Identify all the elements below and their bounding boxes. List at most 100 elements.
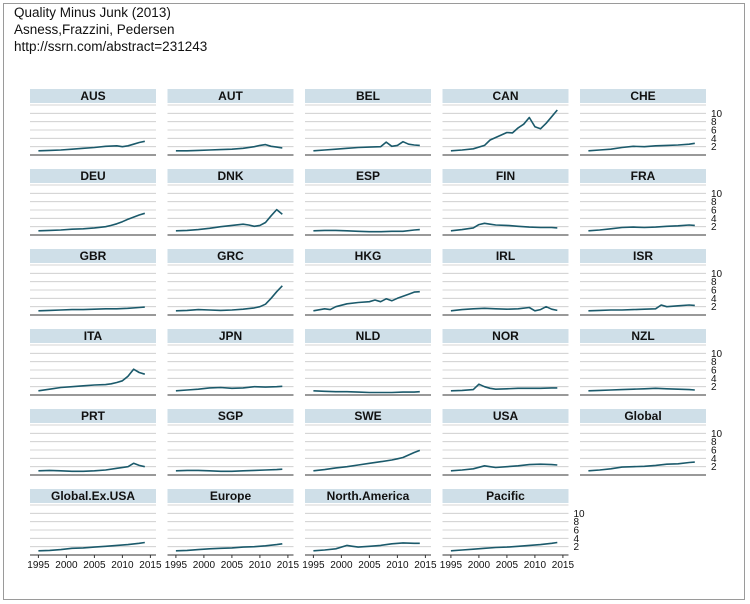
series-line-pacific [450,541,558,552]
y-tick-label: 6 [711,286,717,297]
x-tick-label: 2000 [468,560,491,571]
figure-title: Quality Minus Junk (2013) [14,5,171,20]
strip-bel [305,89,431,103]
strip-irl [442,249,569,263]
strip-label-fra: FRA [631,169,656,183]
strip-label-global-ex-usa: Global.Ex.USA [51,489,135,503]
y-tick-label: 8 [711,197,717,208]
strip-label-europe: Europe [210,489,252,503]
y-tick-label: 6 [711,446,717,457]
strip-label-che: CHE [630,89,655,103]
strip-can [442,89,569,103]
y-tick-label: 2 [574,542,580,553]
strip-aus [30,89,156,103]
y-tick-label: 8 [711,117,717,128]
strip-label-north-america: North.America [327,489,410,503]
y-tick-label: 6 [711,126,717,137]
x-tick-label: 2015 [552,560,575,571]
strip-label-aus: AUS [80,89,105,103]
strip-label-can: CAN [493,89,519,103]
strip-global-ex-usa [30,489,156,503]
series-line-aus [38,140,145,152]
series-line-swe [313,449,421,472]
x-tick-label: 2015 [414,560,437,571]
y-tick-label: 6 [711,366,717,377]
strip-label-pacific: Pacific [486,489,525,503]
x-tick-label: 2005 [221,560,244,571]
y-tick-label: 10 [711,189,723,200]
series-line-fra [588,224,695,232]
strip-deu [30,169,156,183]
y-tick-label: 10 [711,349,723,360]
y-tick-label: 4 [711,294,717,305]
strip-prt [30,409,156,423]
x-tick-label: 2010 [386,560,409,571]
strip-label-global: Global [624,409,661,423]
x-tick-label: 1995 [440,560,463,571]
strip-gbr [30,249,156,263]
series-line-europe [175,543,283,552]
strip-label-jpn: JPN [219,329,242,343]
strip-jpn [167,329,294,343]
y-tick-label: 2 [711,302,717,313]
series-line-grc [175,285,283,312]
strip-label-nld: NLD [356,329,381,343]
series-line-gbr [38,306,145,312]
strip-fra [580,169,706,183]
x-tick-label: 1995 [165,560,188,571]
strip-label-ita: ITA [84,329,103,343]
strip-hkg [305,249,431,263]
x-tick-label: 1995 [27,560,50,571]
y-tick-label: 10 [711,269,723,280]
strip-label-sgp: SGP [218,409,243,423]
y-tick-label: 4 [711,134,717,145]
strip-label-dnk: DNK [218,169,244,183]
x-tick-label: 2005 [496,560,519,571]
series-line-nld [313,390,420,394]
y-tick-label: 4 [711,454,717,465]
strip-ita [30,329,156,343]
series-line-prt [38,462,145,473]
strip-aut [167,89,294,103]
x-tick-label: 2010 [524,560,547,571]
strip-label-prt: PRT [81,409,106,423]
x-tick-label: 2005 [83,560,106,571]
y-tick-label: 4 [574,534,580,545]
strip-label-esp: ESP [356,169,380,183]
strip-label-nzl: NZL [631,329,654,343]
series-line-nzl [588,387,695,392]
x-tick-label: 2015 [139,560,162,571]
strip-label-aut: AUT [218,89,243,103]
strip-nzl [580,329,706,343]
figure-authors: Asness,Frazzini, Pedersen [14,22,175,37]
series-line-esp [313,228,420,233]
strip-label-swe: SWE [354,409,381,423]
strip-label-deu: DEU [80,169,105,183]
series-line-usa [450,463,558,472]
y-tick-label: 8 [711,437,717,448]
y-tick-label: 4 [711,374,717,385]
figure-url: http://ssrn.com/abstract=231243 [14,39,208,54]
y-tick-label: 2 [711,222,717,233]
strip-label-irl: IRL [496,249,515,263]
strip-global [580,409,706,423]
strip-pacific [442,489,569,503]
strip-fin [442,169,569,183]
y-tick-label: 10 [711,109,723,120]
strip-nor [442,329,569,343]
strip-label-fin: FIN [496,169,515,183]
series-line-global-ex-usa [38,541,145,552]
y-tick-label: 10 [711,429,723,440]
x-tick-label: 2015 [277,560,300,571]
y-tick-label: 2 [711,462,717,473]
series-line-jpn [175,385,283,392]
series-line-global [588,461,695,472]
strip-label-grc: GRC [217,249,244,263]
series-line-isr [588,304,695,312]
series-line-bel [313,140,420,152]
y-tick-label: 10 [574,509,586,520]
y-tick-label: 4 [711,214,717,225]
strip-label-isr: ISR [633,249,653,263]
series-line-hkg [313,290,420,312]
